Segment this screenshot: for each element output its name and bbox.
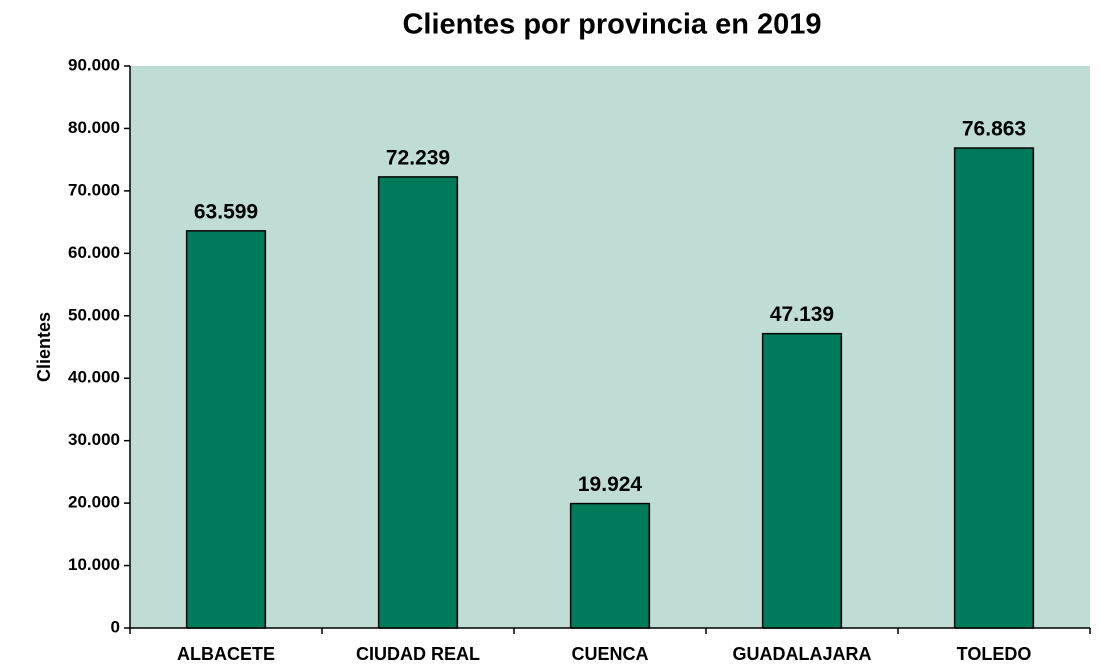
bar	[377, 176, 459, 629]
y-tick-label: 60.000	[68, 243, 120, 262]
y-axis-label: Clientes	[34, 312, 54, 382]
y-tick-label: 50.000	[68, 305, 120, 324]
y-tick-label: 0	[111, 617, 120, 636]
y-tick-label: 80.000	[68, 118, 120, 137]
chart-title: Clientes por provincia en 2019	[402, 9, 821, 41]
x-tick-label: TOLEDO	[957, 644, 1032, 664]
x-tick-label: CUENCA	[571, 644, 648, 664]
data-label: 19.924	[578, 473, 643, 496]
y-tick-label: 30.000	[68, 430, 120, 449]
x-tick-label: CIUDAD REAL	[356, 644, 480, 664]
y-tick-label: 20.000	[68, 493, 120, 512]
y-tick-label: 90.000	[68, 55, 120, 74]
data-label: 63.599	[194, 200, 258, 223]
y-tick-label: 40.000	[68, 368, 120, 387]
bar	[569, 502, 651, 629]
data-label: 47.139	[770, 303, 834, 326]
x-tick-label: GUADALAJARA	[733, 644, 872, 664]
bar	[953, 147, 1035, 629]
x-tick-label: ALBACETE	[177, 644, 275, 664]
bar	[761, 332, 843, 629]
y-tick-label: 70.000	[68, 180, 120, 199]
data-label: 76.863	[962, 118, 1026, 141]
bar	[185, 230, 267, 629]
data-label: 72.239	[386, 146, 450, 169]
y-tick-label: 10.000	[68, 555, 120, 574]
